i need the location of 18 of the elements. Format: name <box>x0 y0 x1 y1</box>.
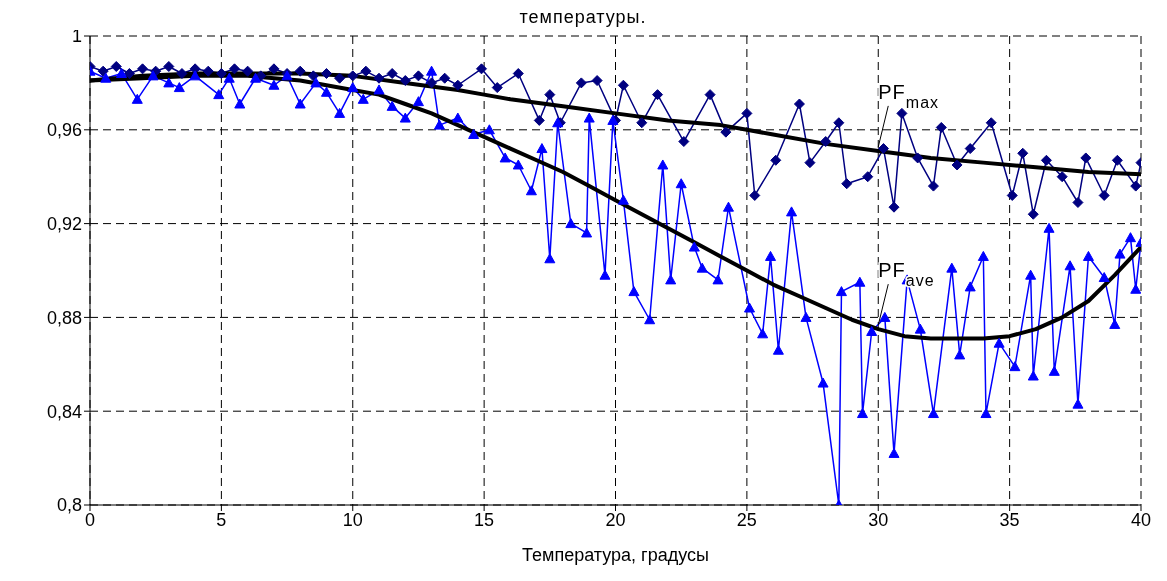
y-tick-label: 0,8 <box>56 495 82 516</box>
x-tick-label: 0 <box>84 509 96 530</box>
x-tick-label: 20 <box>605 509 626 530</box>
x-tick-label: 35 <box>999 509 1020 530</box>
x-tick-label: 5 <box>216 509 227 530</box>
x-tick-label: 25 <box>736 509 757 530</box>
x-tick-label: 10 <box>342 509 363 530</box>
y-tick-label: 0,92 <box>46 213 82 234</box>
x-tick-label: 40 <box>1130 509 1152 530</box>
y-tick-label: 0,84 <box>46 401 82 422</box>
y-tick-label: 1 <box>71 26 82 47</box>
x-axis-title: Температура, градусы <box>522 545 709 565</box>
y-tick-label: 0,88 <box>46 307 82 328</box>
x-tick-label: 15 <box>474 509 495 530</box>
x-tick-label: 30 <box>868 509 889 530</box>
y-tick-label: 0,96 <box>46 120 82 141</box>
text: PF$_{max}$ <box>878 80 940 111</box>
chart-title: температуры. <box>519 7 647 27</box>
